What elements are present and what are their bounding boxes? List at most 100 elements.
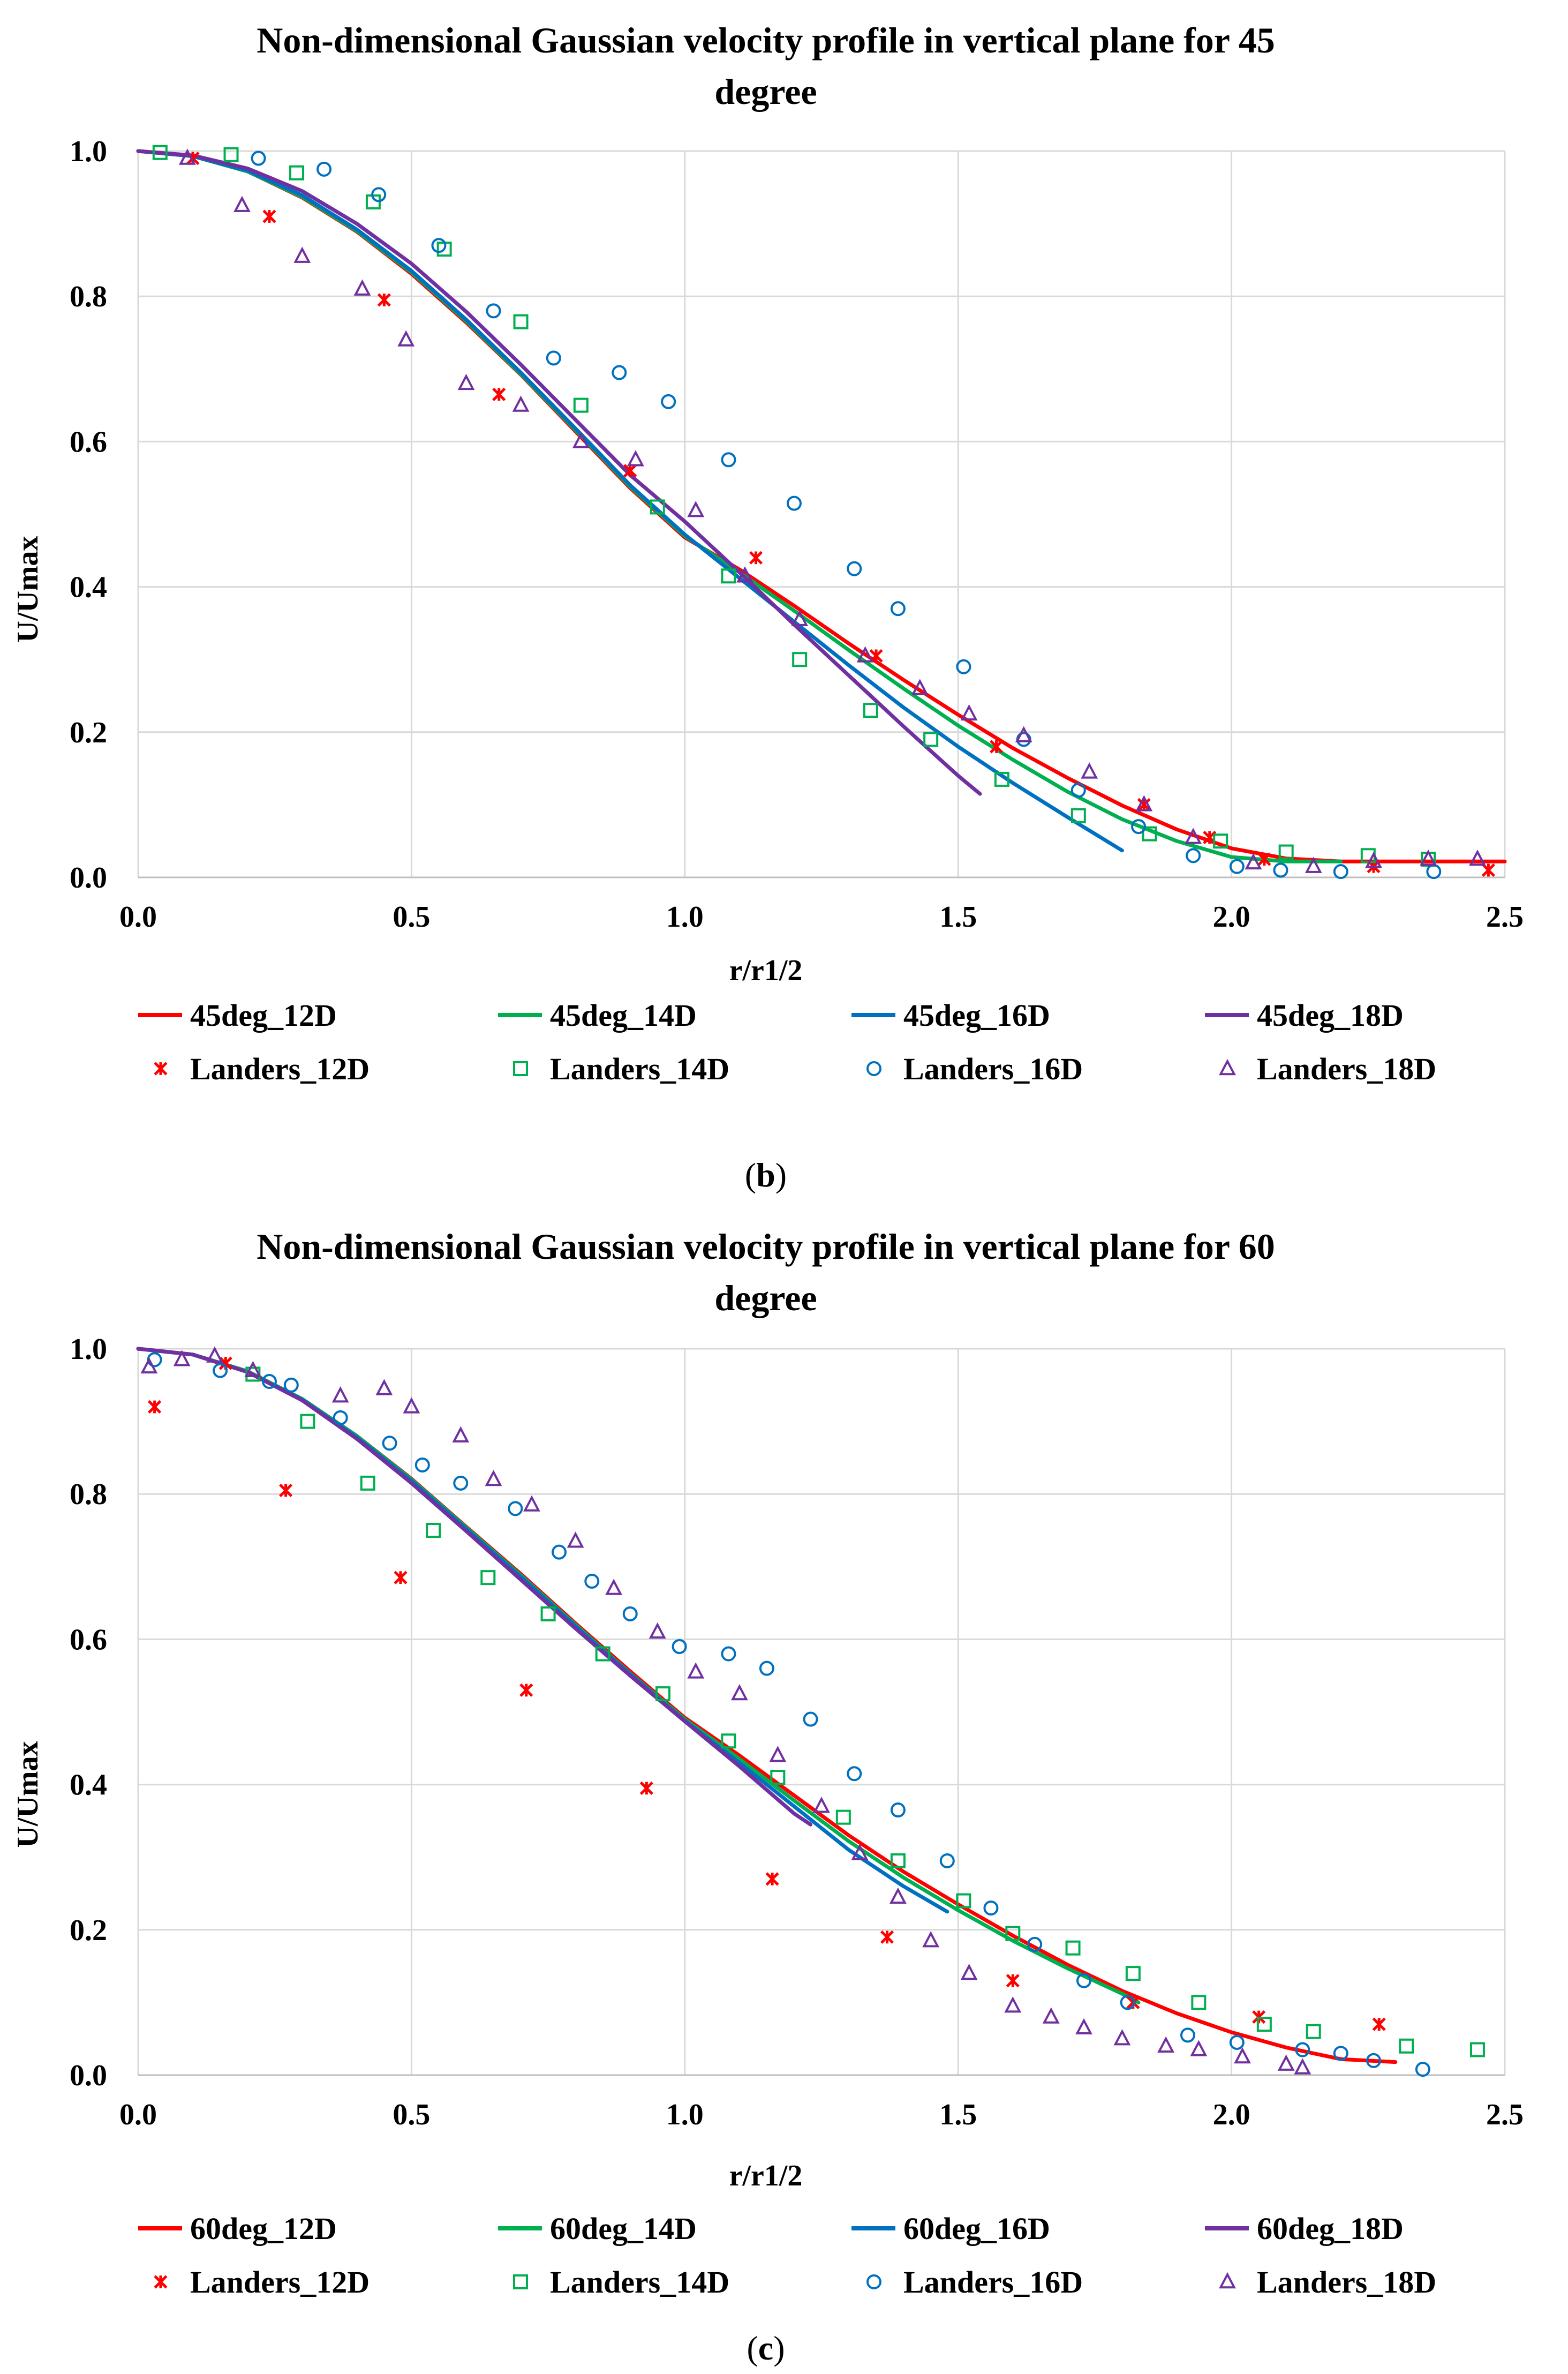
circle-marker <box>453 1475 469 1491</box>
series-Landers_16D <box>147 1352 1430 2077</box>
triangle-marker <box>1245 853 1262 870</box>
series-line <box>136 149 982 796</box>
square-marker <box>1256 2017 1272 2032</box>
circle-marker <box>1415 2062 1430 2077</box>
circle-marker <box>261 1374 277 1389</box>
triangle-marker <box>244 1361 262 1377</box>
triangle-marker <box>1219 1058 1236 1076</box>
triangle-marker <box>911 679 929 695</box>
legend-item: Landers_12D <box>154 1051 370 1086</box>
circle-marker <box>1120 1995 1135 2010</box>
circle-marker <box>759 1661 774 1676</box>
y-axis-label: U/Umax <box>11 536 44 642</box>
square-marker <box>650 499 665 515</box>
triangle-marker <box>1075 2018 1092 2035</box>
legend-item: Landers_14D <box>513 1051 729 1086</box>
x-tick-label: 1.0 <box>666 900 704 934</box>
asterisk-marker <box>377 293 391 307</box>
y-tick-label: 0.0 <box>70 2059 107 2092</box>
triangle-marker <box>1234 2047 1251 2064</box>
circle-marker <box>213 1363 228 1378</box>
y-tick-label: 0.4 <box>70 1769 107 1802</box>
chart-title-line-1: Non-dimensional Gaussian velocity profil… <box>257 20 1275 61</box>
asterisk-marker <box>1257 852 1271 866</box>
square-marker <box>480 1570 496 1586</box>
x-tick-label: 2.5 <box>1486 2098 1524 2131</box>
circle-marker <box>866 2274 881 2289</box>
asterisk-marker <box>519 1683 533 1697</box>
triangle-marker <box>452 1426 470 1443</box>
x-tick-label: 0.5 <box>393 900 430 934</box>
circle-marker <box>612 365 627 380</box>
legend: 60deg_12D 60deg_14D 60deg_16D 60deg_18D Land… <box>138 2211 1436 2300</box>
circle-marker <box>956 659 971 674</box>
triangle-marker <box>1365 852 1382 868</box>
square-marker <box>770 1770 786 1785</box>
circle-marker <box>721 1646 736 1662</box>
circle-marker <box>371 187 387 202</box>
asterisk-marker <box>639 1781 653 1795</box>
triangle-marker <box>173 1350 191 1366</box>
series-60deg_16D <box>136 1347 949 1914</box>
square-marker <box>994 771 1009 787</box>
circle-marker <box>251 151 266 166</box>
legend-item: Landers_12D <box>154 2265 370 2300</box>
legend-item: Landers_16D <box>866 2265 1083 2300</box>
circle-marker <box>622 1606 638 1621</box>
triangle-marker <box>627 450 644 467</box>
x-tick-label: 1.5 <box>939 2098 977 2131</box>
triangle-marker <box>813 1797 830 1813</box>
asterisk-marker <box>154 1062 168 1076</box>
circle-marker <box>546 350 561 366</box>
legend-item: 60deg_16D <box>851 2211 1050 2246</box>
y-tick-label: 0.8 <box>70 280 107 313</box>
asterisk-marker <box>1481 863 1495 877</box>
series-line <box>136 149 1507 863</box>
triangle-marker <box>572 432 590 448</box>
circle-marker <box>431 238 447 253</box>
legend-label: Landers_14D <box>550 1051 729 1086</box>
triangle-marker <box>375 1379 393 1395</box>
square-marker <box>426 1523 441 1538</box>
legend-item: Landers_14D <box>513 2265 729 2300</box>
x-tick-label: 2.0 <box>1213 2098 1250 2131</box>
series-45deg_16D <box>136 149 1124 853</box>
circle-marker <box>847 1766 862 1782</box>
triangle-marker <box>1219 2272 1236 2289</box>
series-45deg_12D <box>136 149 1507 863</box>
triangle-marker <box>1420 849 1437 866</box>
triangle-marker <box>605 1579 623 1595</box>
square-marker <box>540 1606 556 1621</box>
circle-marker <box>283 1377 299 1393</box>
triangle-marker <box>649 1622 666 1639</box>
triangle-marker <box>1015 726 1032 742</box>
legend-label: 60deg_12D <box>190 2211 337 2246</box>
circle-marker <box>1295 2042 1310 2057</box>
x-tick-label: 2.5 <box>1486 900 1524 934</box>
triangle-marker <box>485 1469 502 1486</box>
triangle-marker <box>1185 828 1202 844</box>
series-Landers_18D <box>178 148 1486 873</box>
legend-label: Landers_18D <box>1257 2265 1436 2300</box>
triangle-marker <box>1042 2007 1060 2024</box>
circle-marker <box>983 1900 999 1916</box>
asterisk-marker <box>623 464 637 478</box>
legend-item: 60deg_12D <box>138 2211 337 2246</box>
circle-marker <box>786 495 802 511</box>
chart-panel-c: Non-dimensional Gaussian velocity profil… <box>11 1226 1524 2367</box>
triangle-marker <box>353 279 371 296</box>
square-marker <box>863 703 878 718</box>
square-marker <box>956 1893 971 1909</box>
chart-panel-b: Non-dimensional Gaussian velocity profil… <box>11 20 1524 1194</box>
panel-label: c <box>758 2329 773 2367</box>
triangle-marker <box>403 1397 420 1414</box>
chart-title-line-1: Non-dimensional Gaussian velocity profil… <box>257 1226 1275 1267</box>
square-marker <box>1071 808 1086 823</box>
circle-marker <box>316 161 332 177</box>
legend-item: 45deg_18D <box>1205 998 1404 1033</box>
panel-caption: (c) <box>747 2329 785 2367</box>
y-tick-label: 0.2 <box>70 716 107 749</box>
plot-area: 0.0 0.5 1.0 1.5 2.0 2.5 0.0 0.2 0.4 0.6 0.8 1.0 <box>70 1333 1524 2131</box>
triangle-marker <box>1277 2054 1295 2071</box>
